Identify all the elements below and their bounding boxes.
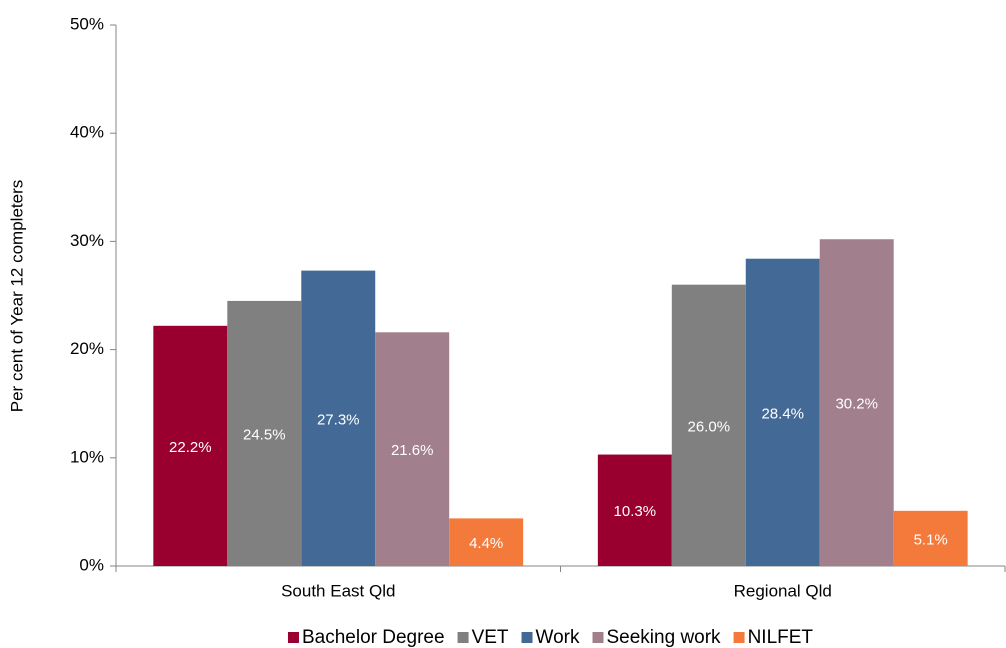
bar	[375, 332, 450, 566]
data-label: 30.2%	[835, 396, 878, 413]
y-axis-title: Per cent of Year 12 completers	[7, 180, 26, 412]
bar	[153, 325, 228, 566]
legend-swatch	[733, 632, 745, 643]
bar	[449, 518, 524, 566]
legend-label: Seeking work	[607, 627, 722, 648]
data-label: 10.3%	[614, 503, 657, 520]
legend-label: Work	[536, 627, 580, 648]
x-tick-label: Regional Qld	[734, 581, 832, 600]
bar	[671, 284, 746, 566]
bar	[893, 510, 968, 566]
legend-label: Bachelor Degree	[302, 627, 445, 648]
y-tick-label: 30%	[70, 231, 104, 250]
data-label: 27.3%	[317, 411, 360, 428]
bar	[301, 270, 376, 566]
data-label: 28.4%	[761, 405, 804, 422]
legend-label: NILFET	[748, 627, 814, 648]
legend-label: VET	[472, 627, 509, 648]
y-tick-label: 0%	[79, 555, 104, 574]
bar	[597, 454, 672, 566]
data-label: 24.5%	[243, 426, 286, 443]
x-tick-label: South East Qld	[281, 581, 395, 600]
y-tick-label: 40%	[70, 123, 104, 142]
y-tick-label: 20%	[70, 339, 104, 358]
data-label: 5.1%	[914, 531, 948, 548]
data-label: 22.2%	[169, 439, 212, 456]
legend-swatch	[287, 632, 299, 643]
bar	[819, 239, 894, 566]
data-label: 21.6%	[391, 442, 434, 459]
data-label: 4.4%	[469, 535, 503, 552]
y-tick-label: 10%	[70, 447, 104, 466]
bar	[227, 300, 302, 566]
y-tick-label: 50%	[70, 14, 104, 33]
data-label: 26.0%	[688, 418, 731, 435]
legend-swatch	[521, 632, 533, 643]
legend-swatch	[457, 632, 469, 643]
legend-swatch	[592, 632, 604, 643]
bar	[745, 258, 820, 566]
